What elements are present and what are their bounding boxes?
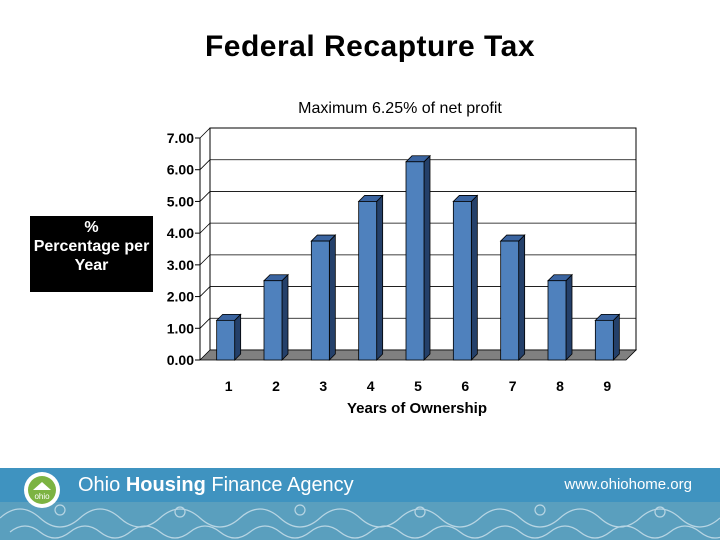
agency-name: Ohio Housing Finance Agency: [78, 474, 354, 497]
bar: [358, 201, 378, 361]
bar-side: [565, 273, 573, 361]
bar: [594, 319, 614, 361]
agency-name-prefix: Ohio: [78, 474, 126, 496]
bar-side: [612, 313, 620, 361]
x-tick-label: 4: [367, 378, 375, 394]
gridline-diagonal: [199, 127, 211, 139]
gridline-diagonal: [199, 254, 211, 266]
x-tick-label: 2: [272, 378, 280, 394]
agency-name-bold: Housing: [125, 474, 206, 496]
y-tick-label: 7.00: [167, 130, 194, 146]
bar-side: [518, 234, 526, 361]
gridline-diagonal: [199, 222, 211, 234]
logo-text: ohio: [34, 492, 50, 501]
y-axis-label-line-2: Percentage per: [33, 238, 150, 255]
agency-website: www.ohiohome.org: [564, 476, 692, 493]
bar: [263, 280, 283, 361]
gridline-diagonal: [199, 286, 211, 297]
bar-side: [234, 313, 242, 361]
bar-side: [376, 194, 384, 361]
bar: [216, 319, 236, 361]
decorative-swirl-pattern: [0, 504, 720, 539]
footer-bar: ohio Ohio Housing Finance Agency www.ohi…: [0, 468, 720, 540]
x-tick-label: 9: [603, 378, 611, 394]
x-tick-label: 1: [225, 378, 233, 394]
y-axis-label: % Percentage per Year: [30, 216, 153, 292]
x-tick-label: 3: [319, 378, 327, 394]
bar-side: [281, 273, 289, 361]
gridline-diagonal: [199, 191, 211, 202]
bar-side: [328, 234, 336, 361]
x-tick-label: 6: [461, 378, 469, 394]
y-axis-label-line-3: Year: [74, 257, 109, 274]
bar: [405, 161, 425, 361]
gridline-diagonal: [199, 318, 211, 329]
x-tick-label: 5: [414, 378, 422, 394]
y-tick-label: 6.00: [167, 162, 194, 178]
agency-name-suffix: Finance Agency: [205, 474, 354, 496]
y-tick-label: 5.00: [167, 193, 194, 209]
y-axis-label-line-1: %: [84, 219, 99, 236]
y-tick-label: 4.00: [167, 225, 194, 241]
y-tick-label: 2.00: [167, 289, 194, 305]
x-axis-label: Years of Ownership: [347, 400, 487, 417]
bar: [500, 240, 520, 361]
bar: [452, 201, 472, 361]
x-tick-label: 7: [509, 378, 517, 394]
chart-subtitle: Maximum 6.25% of net profit: [298, 100, 502, 117]
bar: [310, 240, 330, 361]
slide-title: Federal Recapture Tax: [204, 30, 536, 63]
footer-band: [0, 468, 720, 502]
ohfa-logo: ohio: [22, 470, 62, 510]
bar-side: [470, 194, 478, 361]
bar-side: [423, 154, 431, 361]
gridline-diagonal: [199, 159, 211, 170]
y-tick-label: 0.00: [167, 352, 194, 368]
x-tick-label: 8: [556, 378, 564, 394]
y-tick-label: 1.00: [167, 320, 194, 336]
y-tick-label: 3.00: [167, 257, 194, 273]
bar: [547, 280, 567, 361]
